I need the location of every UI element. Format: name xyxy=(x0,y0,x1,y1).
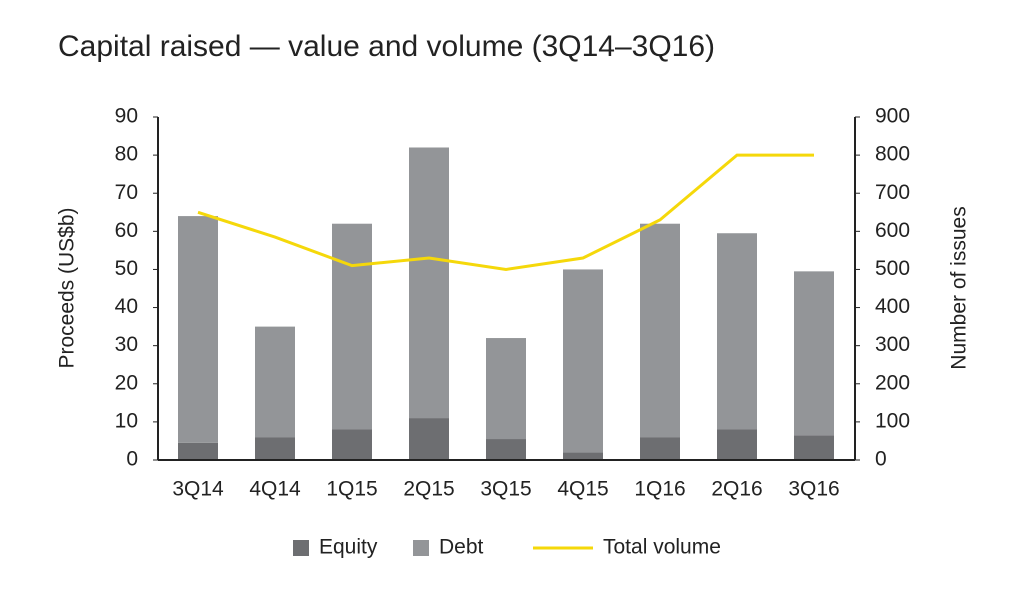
y2-tick-label: 600 xyxy=(875,219,910,242)
y-tick-label: 60 xyxy=(115,219,138,242)
y-tick-label: 80 xyxy=(115,143,138,166)
bar-segment xyxy=(486,439,526,460)
legend-label: Equity xyxy=(319,536,378,559)
bar-segment xyxy=(717,429,757,460)
x-tick-label: 4Q15 xyxy=(557,478,608,501)
bar-segment xyxy=(255,326,295,438)
x-tick-label: 3Q14 xyxy=(172,478,224,501)
x-tick-label: 4Q14 xyxy=(249,478,301,501)
legend-label: Debt xyxy=(439,536,484,559)
y-tick-label: 20 xyxy=(115,371,138,394)
bar-segment xyxy=(409,418,449,460)
bar-segment xyxy=(486,338,526,440)
bar-segment xyxy=(332,223,372,430)
bar-segment xyxy=(640,437,680,460)
legend-swatch xyxy=(293,540,309,556)
bar-segment xyxy=(794,435,834,460)
y2-tick-label: 200 xyxy=(875,371,910,394)
line xyxy=(197,153,814,271)
bar-segment xyxy=(178,442,218,460)
y2-tick-label: 900 xyxy=(875,105,910,128)
bar-segment xyxy=(794,271,834,436)
legend-swatch xyxy=(413,540,429,556)
bar-segment xyxy=(255,437,295,460)
bar-segment xyxy=(332,429,372,460)
x-tick-label: 1Q16 xyxy=(634,478,685,501)
y2-tick-label: 500 xyxy=(875,257,910,280)
y2-tick-label: 400 xyxy=(875,295,910,318)
x-tick-label: 3Q16 xyxy=(788,478,839,501)
bar-segment xyxy=(563,452,603,460)
y-tick-label: 40 xyxy=(115,295,138,318)
x-tick-label: 1Q15 xyxy=(326,478,377,501)
y2-tick-label: 0 xyxy=(875,448,887,471)
y2-axis-title: Number of issues xyxy=(948,206,971,369)
y2-tick-label: 800 xyxy=(875,143,910,166)
bar-segment xyxy=(178,216,218,443)
y2-tick-label: 300 xyxy=(875,333,910,356)
x-tick-label: 3Q15 xyxy=(480,478,531,501)
y-tick-label: 90 xyxy=(115,105,138,128)
legend-label: Total volume xyxy=(603,536,721,559)
y2-tick-label: 700 xyxy=(875,181,910,204)
chart-title: Capital raised — value and volume (3Q14–… xyxy=(58,30,715,63)
bar-segment xyxy=(640,223,680,438)
x-tick-label: 2Q15 xyxy=(403,478,454,501)
bar-segment xyxy=(409,147,449,419)
bar-segment xyxy=(563,269,603,453)
bar-segment xyxy=(717,233,757,430)
y-tick-label: 10 xyxy=(115,409,138,432)
y-tick-label: 50 xyxy=(115,257,138,280)
y-tick-label: 30 xyxy=(115,333,138,356)
y-tick-label: 70 xyxy=(115,181,138,204)
y-axis-title: Proceeds (US$b) xyxy=(56,207,79,368)
y2-tick-label: 100 xyxy=(875,409,910,432)
x-tick-label: 2Q16 xyxy=(711,478,762,501)
y-tick-label: 0 xyxy=(126,448,138,471)
